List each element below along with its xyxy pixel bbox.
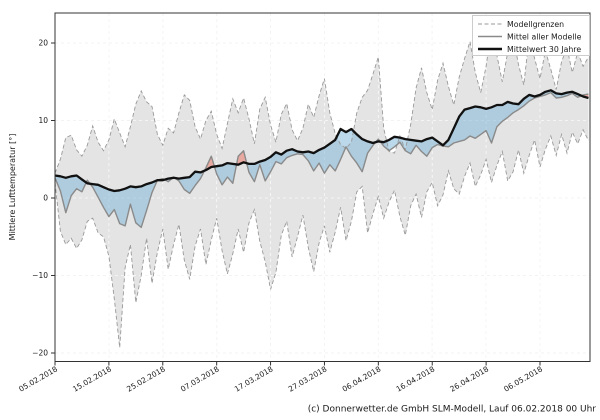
upper-model-bound-line: [54, 28, 589, 174]
legend-label-mittelwert-30-jahre: Mittelwert 30 Jahre: [507, 45, 581, 54]
mean-30y-line: [54, 89, 589, 193]
below-normal-fill: [174, 170, 205, 194]
lower-model-bound-line: [54, 128, 589, 348]
y-tick-label: 10: [38, 116, 48, 125]
below-normal-fill: [246, 129, 376, 182]
legend-label-modellgrenzen: Modellgrenzen: [507, 20, 564, 29]
caption: (c) Donnerwetter.de GmbH SLM-Modell, Lau…: [308, 405, 597, 415]
y-axis-title: Mittlere Lufttemperatur [°]: [8, 134, 17, 241]
model-mean-line: [54, 91, 589, 229]
y-tick-label: −10: [32, 271, 48, 280]
y-tick-label: 20: [38, 39, 48, 48]
plot-border: [54, 12, 591, 362]
below-normal-fill: [380, 90, 582, 157]
legend-label-mittel-aller-modelle: Mittel aller Modelle: [507, 32, 582, 41]
model-bounds-band: [55, 28, 589, 348]
y-tick-label: 0: [43, 194, 48, 203]
legend: Modellgrenzen Mittel aller Modelle Mitte…: [472, 15, 590, 56]
below-normal-fill: [55, 175, 87, 213]
below-normal-fill: [90, 180, 158, 228]
y-tick-label: −20: [32, 349, 48, 358]
